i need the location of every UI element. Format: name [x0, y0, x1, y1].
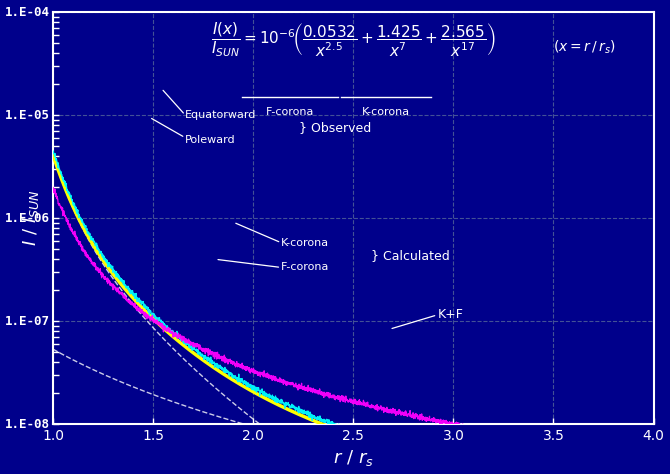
Text: K-corona: K-corona — [281, 238, 330, 248]
Text: $\left(x = r\,/\,r_s\right)$: $\left(x = r\,/\,r_s\right)$ — [553, 39, 616, 56]
Text: K-corona: K-corona — [362, 107, 411, 117]
Text: Equatorward: Equatorward — [185, 110, 257, 120]
Text: F-corona: F-corona — [281, 263, 330, 273]
Text: } Calculated: } Calculated — [371, 249, 450, 262]
Y-axis label: $\mathit{I\ /\ I_{SUN}}$: $\mathit{I\ /\ I_{SUN}}$ — [21, 190, 42, 246]
Text: 1.E-06: 1.E-06 — [5, 211, 50, 225]
Text: $\dfrac{I(x)}{I_{SUN}} = 10^{-6}\!\left(\dfrac{0.0532}{x^{2.5}} + \dfrac{1.425}{: $\dfrac{I(x)}{I_{SUN}} = 10^{-6}\!\left(… — [211, 20, 496, 59]
Text: 1.E-04: 1.E-04 — [5, 6, 50, 18]
Text: F-corona: F-corona — [266, 107, 314, 117]
Text: 1.E-08: 1.E-08 — [5, 418, 50, 430]
Text: } Observed: } Observed — [299, 121, 372, 134]
Text: 1.E-05: 1.E-05 — [5, 109, 50, 121]
Text: 1.E-07: 1.E-07 — [5, 315, 50, 328]
X-axis label: $r\ /\ r_s$: $r\ /\ r_s$ — [333, 448, 374, 468]
Text: K+F: K+F — [438, 309, 463, 321]
Text: Poleward: Poleward — [185, 135, 236, 145]
